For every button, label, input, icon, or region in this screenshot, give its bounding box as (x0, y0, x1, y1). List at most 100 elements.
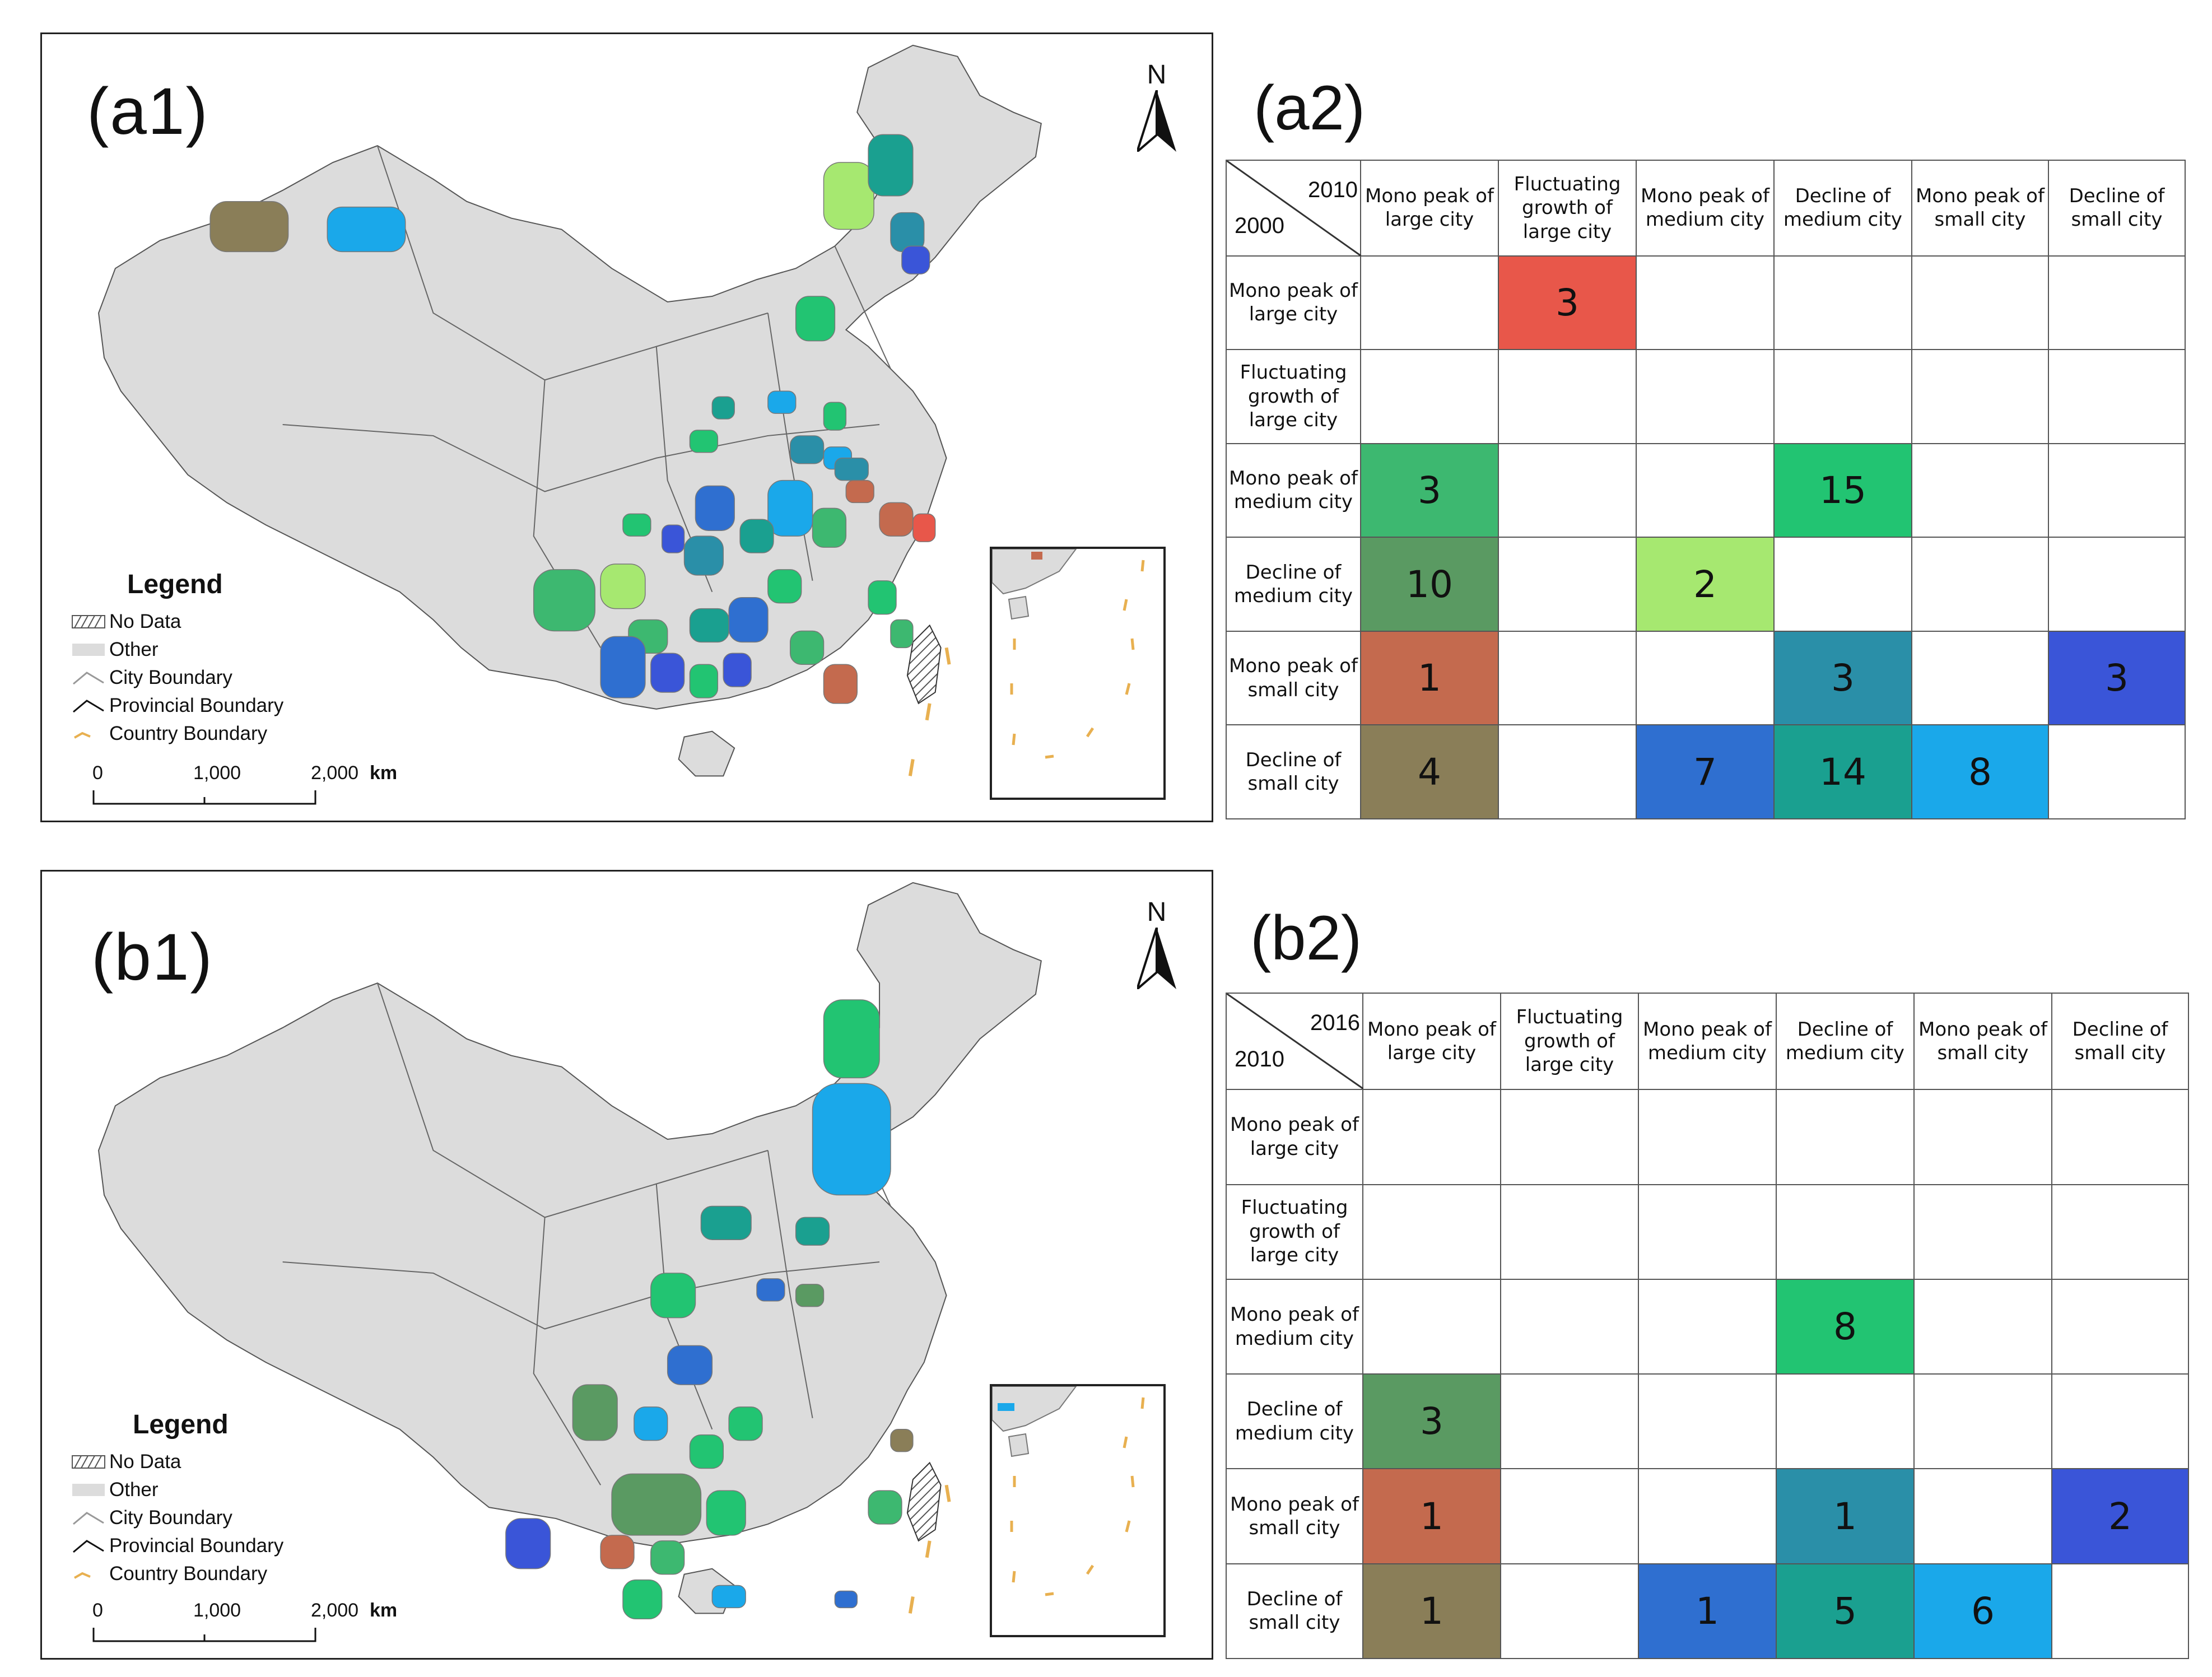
city-region (756, 1278, 785, 1302)
inset-region (998, 1403, 1014, 1411)
legend: Legend No Data Other City Boundary Provi… (71, 1409, 407, 1588)
china-map (98, 44, 1042, 777)
legend-item-other: Other (71, 1476, 407, 1504)
legend-item-city-boundary: City Boundary (71, 1504, 407, 1532)
column-header: Decline of medium city (1776, 992, 1915, 1091)
city-region (795, 296, 836, 342)
matrix-cell: 2 (1636, 537, 1775, 632)
city-region (689, 430, 719, 453)
matrix-cell (2051, 1563, 2189, 1660)
city-region (622, 1579, 663, 1620)
matrix-row: Decline of medium city 3 (1226, 1373, 2189, 1470)
legend-label: City Boundary (109, 667, 232, 688)
city-region (505, 1518, 551, 1569)
row-header: Mono peak of large city (1226, 255, 1361, 351)
corner-cell: 2010 2000 (1226, 160, 1361, 257)
row-header: Decline of small city (1226, 1563, 1363, 1660)
matrix-row: Mono peak of medium city 8 (1226, 1278, 2189, 1375)
legend-title: Legend (127, 570, 223, 599)
legend-label: City Boundary (109, 1507, 232, 1529)
south-china-sea-inset (990, 547, 1166, 800)
matrix-cell: 3 (1362, 1373, 1501, 1470)
column-year: 2016 (1310, 1010, 1360, 1035)
corner-cell: 2016 2010 (1226, 992, 1363, 1091)
transition-matrix-b2: 2016 2010 Mono peak of large city Fluctu… (1226, 992, 2189, 1660)
city-region (845, 479, 874, 504)
matrix-cell (1360, 349, 1499, 444)
matrix-cell (2051, 1278, 2189, 1375)
city-region (209, 201, 289, 253)
city-region (650, 1540, 685, 1575)
legend: Legend No Data Other City Boundary Provi… (71, 569, 407, 748)
scale-tick-2000: 2,000 (311, 762, 359, 784)
gray-swatch-icon (72, 1484, 105, 1496)
hainan-island (678, 730, 735, 777)
map-panel-a1: (a1) N Legend No Data Other City Boundar… (40, 32, 1213, 822)
row-header: Decline of medium city (1226, 537, 1361, 632)
north-arrow-icon (1134, 90, 1176, 156)
matrix-cell (1636, 442, 1775, 538)
gray-swatch-icon (72, 644, 105, 656)
china-map (98, 882, 1042, 1620)
inset-map (991, 1386, 1145, 1596)
panel-label-b2: (b2) (1250, 903, 1362, 973)
south-china-sea-inset (990, 1384, 1166, 1637)
scale-tick-2000: 2,000 (311, 1600, 359, 1621)
city-region (879, 502, 914, 537)
city-region (711, 396, 735, 420)
city-region (823, 402, 847, 431)
matrix-cell (1360, 255, 1499, 351)
matrix-cell (1638, 1089, 1777, 1185)
column-header: Fluctuating growth of large city (1500, 992, 1639, 1091)
legend-label: Other (109, 639, 159, 660)
legend-label: Provincial Boundary (109, 1535, 284, 1557)
matrix-cell (2048, 255, 2186, 351)
legend-item-provincial-boundary: Provincial Boundary (71, 1532, 407, 1560)
matrix-cell (1776, 1184, 1915, 1280)
city-region (812, 507, 847, 548)
matrix-row: Decline of small city 4 7 14 8 (1226, 724, 2186, 819)
row-header: Fluctuating growth of large city (1226, 349, 1361, 444)
scale-bar: 0 1,000 2,000 km (92, 1600, 397, 1650)
inset-map (991, 548, 1145, 759)
header-row: 2010 2000 Mono peak of large city Fluctu… (1226, 160, 2186, 257)
city-region (634, 1406, 668, 1441)
matrix-cell (1911, 442, 2049, 538)
provincial-boundaries (282, 982, 891, 1485)
city-region (600, 563, 646, 609)
city-region (823, 999, 880, 1079)
row-header: Decline of small city (1226, 724, 1361, 819)
matrix-cell (1911, 537, 2049, 632)
row-header: Mono peak of small city (1226, 1468, 1363, 1564)
city-region (790, 435, 825, 464)
scale-unit: km (370, 1600, 398, 1621)
city-region (622, 513, 651, 537)
matrix-row: Fluctuating growth of large city (1226, 1184, 2189, 1280)
matrix-cell: 1 (1362, 1468, 1501, 1564)
matrix-cell (2048, 724, 2186, 819)
row-header: Mono peak of large city (1226, 1089, 1363, 1185)
scale-bar-line (92, 1628, 316, 1642)
city-boundary-line-icon (73, 1512, 104, 1525)
column-header: Decline of medium city (1773, 160, 1912, 257)
matrix-body-a2: Mono peak of large city 3 Fluctuating grow… (1226, 255, 2186, 819)
matrix-cell (1638, 1278, 1777, 1375)
legend-item-country-boundary: Country Boundary (71, 720, 407, 748)
legend-label: Provincial Boundary (109, 695, 284, 716)
matrix-cell (1498, 630, 1637, 726)
country-boundary-line-icon (74, 732, 91, 739)
legend-item-no-data: No Data (71, 608, 407, 636)
city-region (689, 664, 719, 698)
sea-boundary-dashes (908, 1484, 951, 1614)
city-region (767, 569, 802, 604)
matrix-cell: 5 (1776, 1563, 1915, 1660)
legend-label: No Data (109, 1451, 181, 1473)
city-region (600, 1535, 635, 1569)
city-region (683, 535, 724, 576)
matrix-cell (1911, 349, 2049, 444)
map-panel-b1: (b1) N Legend No Data Other City Boundar… (40, 870, 1213, 1660)
matrix-row: Decline of medium city 10 2 (1226, 537, 2186, 632)
city-region (711, 1585, 746, 1609)
matrix-row: Mono peak of small city 1 3 3 (1226, 630, 2186, 726)
city-region (834, 458, 869, 481)
